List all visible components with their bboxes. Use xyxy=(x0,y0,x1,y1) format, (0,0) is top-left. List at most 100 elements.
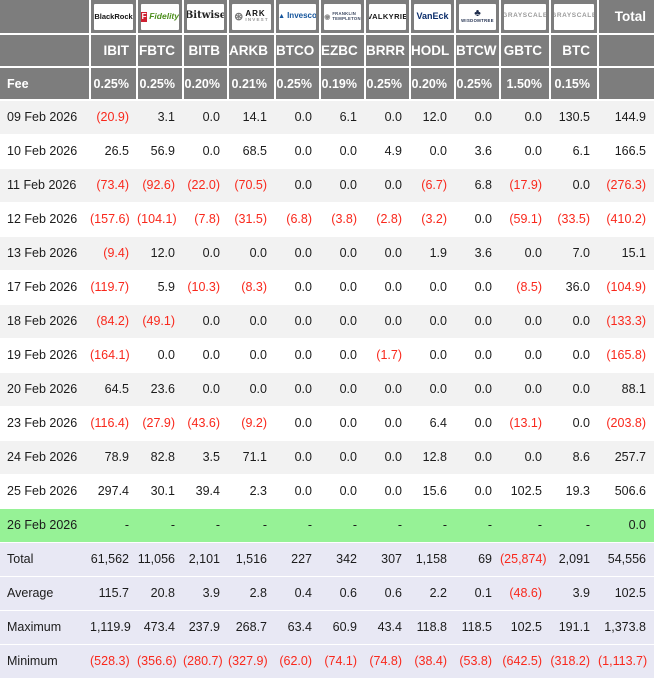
ark-logo-text: ARK INVEST xyxy=(245,8,268,23)
value-cell: (276.3) xyxy=(598,168,654,203)
value-cell: (157.6) xyxy=(90,202,137,237)
summary-row-minimum: Minimum (528.3) (356.6) (280.7) (327.9) (62.0… xyxy=(0,644,654,678)
table-row-24-feb-2026: 24 Feb 2026 78.9 82.8 3.5 71.1 0.0 0.0 0.0 12.8 0… xyxy=(0,440,654,475)
value-cell: 0.0 xyxy=(410,338,455,373)
value-cell: 473.4 xyxy=(137,610,183,645)
table-row-20-feb-2026: 20 Feb 2026 64.5 23.6 0.0 0.0 0.0 0.0 0.0 0.0 0.0… xyxy=(0,372,654,407)
value-cell: 20.8 xyxy=(137,576,183,611)
franklin-logo-line: TEMPLETON xyxy=(332,15,361,21)
value-cell: - xyxy=(550,508,598,543)
value-cell: 3.5 xyxy=(183,440,228,475)
ark-logo-line: ARK xyxy=(245,8,266,18)
value-cell: 0.0 xyxy=(275,134,320,169)
value-cell: - xyxy=(275,508,320,543)
value-cell: (22.0) xyxy=(183,168,228,203)
wisdomtree-logo: ♣ WISDOMTREE xyxy=(459,3,496,30)
value-cell: 144.9 xyxy=(598,100,654,135)
value-cell: 1,373.8 xyxy=(598,610,654,645)
value-cell: (318.2) xyxy=(550,644,598,678)
value-cell: (280.7) xyxy=(183,644,228,678)
row-label: 09 Feb 2026 xyxy=(0,100,90,135)
value-cell: 0.0 xyxy=(183,236,228,271)
franklin-logo-text: FRANKLIN TEMPLETON xyxy=(332,11,361,21)
franklin-logo: ◉ FRANKLIN TEMPLETON xyxy=(324,3,361,30)
value-cell: (53.8) xyxy=(455,644,500,678)
value-cell: 0.0 xyxy=(455,100,500,135)
value-cell: 2.8 xyxy=(228,576,275,611)
value-cell: (73.4) xyxy=(90,168,137,203)
fee-BITB: 0.20% xyxy=(183,67,229,101)
value-cell: 0.0 xyxy=(550,406,598,441)
fee-FBTC: 0.25% xyxy=(137,67,184,101)
value-cell: 268.7 xyxy=(228,610,275,645)
fidelity-logo-cell: F Fidelity xyxy=(137,0,184,35)
value-cell: 0.0 xyxy=(410,372,455,407)
corner-cell xyxy=(0,34,91,68)
ticker-EZBC: EZBC xyxy=(320,34,366,68)
fidelity-logo-line: Fidelity xyxy=(149,11,179,22)
table-row-09-feb-2026: 09 Feb 2026 (20.9) 3.1 0.0 14.1 0.0 6.1 0.0 12.0… xyxy=(0,100,654,135)
value-cell: 8.6 xyxy=(550,440,598,475)
row-label: Maximum xyxy=(0,610,90,645)
value-cell: 0.0 xyxy=(455,270,500,305)
value-cell: (3.2) xyxy=(410,202,455,237)
value-cell: 56.9 xyxy=(137,134,183,169)
value-cell: 6.4 xyxy=(410,406,455,441)
value-cell: 0.0 xyxy=(410,270,455,305)
value-cell: - xyxy=(500,508,550,543)
value-cell: 43.4 xyxy=(365,610,410,645)
value-cell: 0.0 xyxy=(365,168,410,203)
summary-row-total: Total 61,562 11,056 2,101 1,516 227 342 307 1,15… xyxy=(0,542,654,577)
invesco-logo: ▲ Invesco xyxy=(279,3,316,30)
summary-row-maximum: Maximum 1,119.9 473.4 237.9 268.7 63.4 60.9 43.… xyxy=(0,610,654,645)
value-cell: 0.0 xyxy=(500,236,550,271)
value-cell: (528.3) xyxy=(90,644,137,678)
value-cell: 60.9 xyxy=(320,610,365,645)
ticker-row: IBIT FBTC BITB ARKB BTCO EZBC BRRR HODL BTCW GBTC… xyxy=(0,34,654,68)
row-label: 12 Feb 2026 xyxy=(0,202,90,237)
value-cell: - xyxy=(137,508,183,543)
value-cell: 69 xyxy=(455,542,500,577)
ticker-BRRR: BRRR xyxy=(365,34,411,68)
value-cell: 4.9 xyxy=(365,134,410,169)
table-row-10-feb-2026: 10 Feb 2026 26.5 56.9 0.0 68.5 0.0 0.0 4.9 0.0 3.… xyxy=(0,134,654,169)
value-cell: 0.0 xyxy=(320,372,365,407)
value-cell: (165.8) xyxy=(598,338,654,373)
value-cell: 0.0 xyxy=(365,440,410,475)
invesco-logo-line: Invesco xyxy=(287,11,316,21)
bitwise-logo-cell: Bitwise xyxy=(183,0,229,35)
row-label: 25 Feb 2026 xyxy=(0,474,90,509)
total-column-header: Total xyxy=(598,0,654,35)
value-cell: 39.4 xyxy=(183,474,228,509)
value-cell: 2.3 xyxy=(228,474,275,509)
value-cell: (119.7) xyxy=(90,270,137,305)
value-cell: (104.9) xyxy=(598,270,654,305)
valkyrie-logo-text: VALKYRIE xyxy=(369,12,406,21)
value-cell: 0.0 xyxy=(365,236,410,271)
row-label: 20 Feb 2026 xyxy=(0,372,90,407)
value-cell: (20.9) xyxy=(90,100,137,135)
value-cell: (104.1) xyxy=(137,202,183,237)
value-cell: 0.0 xyxy=(320,338,365,373)
value-cell: 3.6 xyxy=(455,134,500,169)
value-cell: 2,091 xyxy=(550,542,598,577)
value-cell: - xyxy=(90,508,137,543)
value-cell: 0.0 xyxy=(275,100,320,135)
value-cell: 0.0 xyxy=(275,440,320,475)
value-cell: 26.5 xyxy=(90,134,137,169)
value-cell: (1,113.7) xyxy=(598,644,654,678)
value-cell: 307 xyxy=(365,542,410,577)
value-cell: (9.2) xyxy=(228,406,275,441)
wisdomtree-logo-line: WISDOMTREE xyxy=(461,17,494,23)
value-cell: 0.0 xyxy=(550,372,598,407)
value-cell: 0.0 xyxy=(275,372,320,407)
value-cell: 11,056 xyxy=(137,542,183,577)
value-cell: 0.0 xyxy=(228,304,275,339)
value-cell: 506.6 xyxy=(598,474,654,509)
fidelity-logo-text: Fidelity xyxy=(149,12,179,21)
ticker-BTCO: BTCO xyxy=(275,34,321,68)
value-cell: (48.6) xyxy=(500,576,550,611)
value-cell: 342 xyxy=(320,542,365,577)
value-cell: 0.0 xyxy=(275,236,320,271)
ticker-IBIT: IBIT xyxy=(90,34,138,68)
